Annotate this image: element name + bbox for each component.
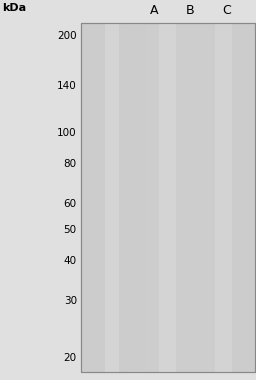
- Text: 60: 60: [64, 199, 77, 209]
- Text: 140: 140: [57, 81, 77, 91]
- Text: 30: 30: [64, 296, 77, 306]
- Text: 80: 80: [64, 159, 77, 169]
- Text: 40: 40: [64, 256, 77, 266]
- Text: A: A: [150, 4, 158, 17]
- Text: B: B: [186, 4, 195, 17]
- Text: 50: 50: [64, 225, 77, 235]
- Text: 200: 200: [57, 31, 77, 41]
- Text: 20: 20: [64, 353, 77, 363]
- Text: kDa: kDa: [3, 3, 27, 13]
- Text: 100: 100: [57, 128, 77, 138]
- Text: C: C: [222, 4, 231, 17]
